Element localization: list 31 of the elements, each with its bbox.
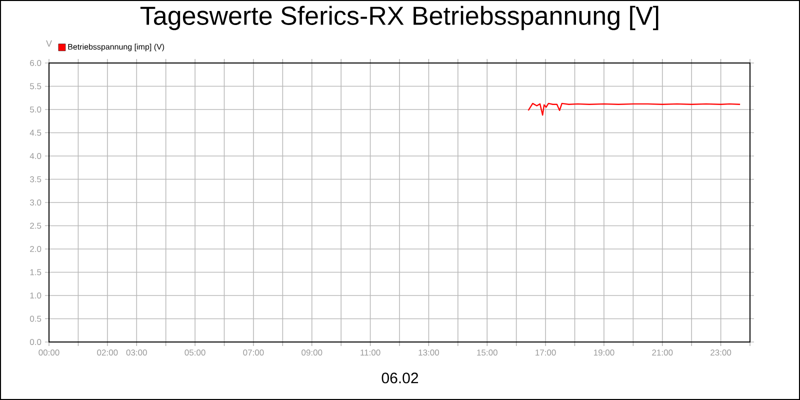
x-tick-label: 09:00 (302, 350, 322, 356)
x-tick-label: 05:00 (184, 350, 206, 356)
y-tick-label: 3.0 (30, 200, 42, 206)
y-tick-label: 2.0 (30, 246, 42, 252)
y-tick-label: 6.0 (30, 60, 42, 66)
x-tick-label: 23:00 (710, 350, 732, 356)
x-tick-label: 19:00 (594, 350, 614, 356)
y-tick-label: 4.5 (30, 130, 42, 136)
x-tick-label: 21:00 (652, 350, 673, 356)
legend-label: Betriebsspannung [imp] (V) (68, 44, 164, 52)
y-tick-label: 5.5 (30, 83, 42, 90)
y-tick-label: 1.5 (30, 269, 42, 276)
y-tick-label: 0.0 (30, 338, 42, 346)
y-tick-label: 5.0 (30, 106, 42, 113)
x-tick-label: 00:00 (38, 350, 60, 356)
line-series (528, 102, 741, 116)
chart-title: Tageswerte Sferics-RX Betriebsspannung [V] (140, 6, 658, 30)
x-axis-title: 06.02 (382, 372, 418, 384)
x-tick-label: 15:00 (477, 350, 498, 356)
x-tick-label: 13:00 (418, 350, 440, 356)
x-tick-label: 03:00 (126, 350, 147, 356)
x-tick-label: 07:00 (243, 350, 264, 356)
y-tick-label: 1.0 (30, 292, 42, 299)
x-tick-label: 02:00 (97, 350, 118, 356)
y-axis-title: V (46, 40, 52, 47)
y-tick-label: 3.5 (30, 176, 42, 182)
y-tick-label: 4.0 (30, 153, 42, 160)
y-tick-label: 0.5 (30, 316, 42, 322)
x-tick-label: 17:00 (536, 350, 556, 356)
x-tick-label: 11:00 (360, 350, 380, 356)
y-tick-label: 2.5 (30, 222, 42, 229)
